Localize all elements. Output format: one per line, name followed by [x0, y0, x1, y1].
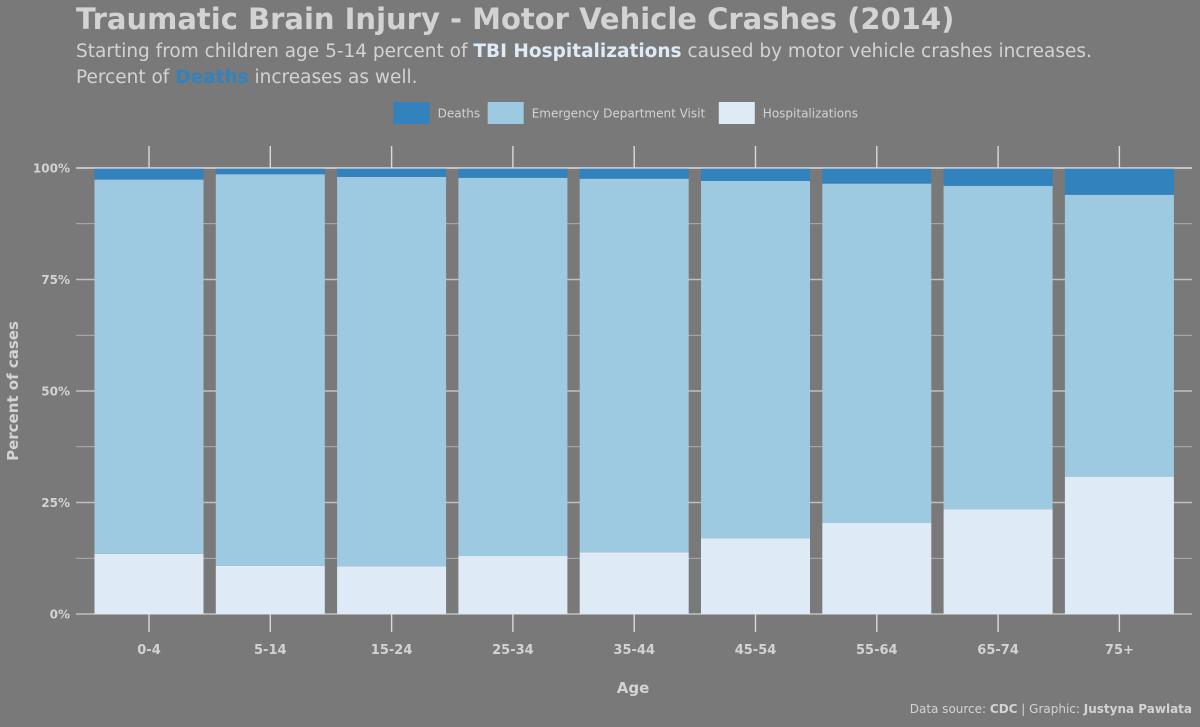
caption-author: Justyna Pawlata — [1083, 702, 1192, 716]
bar-emergency-department-visit-75+ — [1064, 194, 1174, 477]
subtitle-line1-post: caused by motor vehicle crashes increase… — [682, 41, 1092, 62]
bar-emergency-department-visit-25-34 — [458, 177, 568, 557]
y-tick-label-0: 0% — [50, 608, 70, 622]
legend: Deaths Emergency Department Visit Hospital… — [393, 102, 858, 124]
bar-deaths-15-24 — [337, 168, 447, 177]
caption-source: CDC — [990, 702, 1018, 716]
subtitle-highlight-hospitalizations: TBI Hospitalizations — [473, 41, 681, 62]
bar-hospitalizations-15-24 — [337, 566, 447, 614]
axes: 0-4 5-14 15-24 25-34 35-44 45-54 55-64 65-74 75+… — [33, 146, 1192, 658]
bar-deaths-0-4 — [94, 168, 204, 180]
bar-deaths-35-44 — [579, 168, 689, 179]
x-tick-label-35-44: 35-44 — [613, 643, 655, 658]
bar-emergency-department-visit-0-4 — [94, 179, 204, 554]
legend-label-hospitalizations: Hospitalizations — [763, 107, 858, 121]
bar-emergency-department-visit-55-64 — [822, 183, 932, 524]
y-axis-title: Percent of cases — [4, 321, 22, 461]
x-tick-label-25-34: 25-34 — [492, 643, 534, 658]
caption-middle: | Graphic: — [1017, 702, 1083, 716]
x-tick-label-15-24: 15-24 — [371, 643, 413, 658]
chart-subtitle-line2: Percent of Deaths increases as well. — [76, 67, 418, 88]
y-tick-label-100: 100% — [33, 162, 70, 176]
subtitle-highlight-deaths: Deaths — [175, 67, 248, 88]
x-tick-label-5-14: 5-14 — [254, 643, 287, 658]
bar-emergency-department-visit-15-24 — [337, 176, 447, 567]
caption: Data source: CDC | Graphic: Justyna Pawl… — [910, 702, 1192, 716]
x-tick-label-75+: 75+ — [1105, 643, 1134, 658]
bar-deaths-75+ — [1064, 168, 1174, 195]
legend-key-hospitalizations — [718, 102, 755, 124]
chart-subtitle-line1: Starting from children age 5-14 percent … — [76, 41, 1092, 62]
bar-emergency-department-visit-5-14 — [215, 174, 325, 566]
legend-key-deaths — [393, 102, 430, 124]
bar-emergency-department-visit-35-44 — [579, 178, 689, 553]
bar-hospitalizations-25-34 — [458, 556, 568, 614]
chart-title: Traumatic Brain Injury - Motor Vehicle C… — [76, 2, 954, 36]
x-tick-label-65-74: 65-74 — [977, 643, 1019, 658]
subtitle-line2-post: increases as well. — [249, 67, 418, 88]
bar-deaths-5-14 — [215, 168, 325, 175]
bar-hospitalizations-45-54 — [701, 538, 810, 614]
bar-hospitalizations-5-14 — [215, 565, 325, 614]
y-tick-label-50: 50% — [41, 385, 70, 399]
bar-emergency-department-visit-65-74 — [943, 185, 1053, 510]
bar-emergency-department-visit-45-54 — [701, 180, 810, 539]
bar-hospitalizations-0-4 — [94, 553, 204, 614]
y-tick-label-25: 25% — [41, 496, 70, 510]
bar-hospitalizations-55-64 — [822, 523, 932, 614]
x-axis-title: Age — [617, 679, 650, 697]
bar-hospitalizations-75+ — [1064, 476, 1174, 614]
x-tick-label-45-54: 45-54 — [735, 643, 777, 658]
bar-deaths-55-64 — [822, 168, 932, 184]
bar-deaths-65-74 — [943, 168, 1053, 186]
caption-prefix: Data source: — [910, 702, 990, 716]
legend-key-emergency-department-visit — [487, 102, 524, 124]
y-tick-label-75: 75% — [41, 273, 70, 287]
x-tick-label-55-64: 55-64 — [856, 643, 898, 658]
bar-deaths-25-34 — [458, 168, 568, 178]
x-tick-label-0-4: 0-4 — [137, 643, 161, 658]
bar-deaths-45-54 — [701, 168, 810, 181]
bar-hospitalizations-65-74 — [943, 509, 1053, 614]
bars — [94, 168, 1174, 614]
legend-label-emergency-department-visit: Emergency Department Visit — [532, 107, 706, 121]
legend-label-deaths: Deaths — [438, 107, 481, 121]
bar-hospitalizations-35-44 — [579, 552, 689, 614]
subtitle-line1-pre: Starting from children age 5-14 percent … — [76, 41, 473, 62]
subtitle-line2-pre: Percent of — [76, 67, 175, 88]
